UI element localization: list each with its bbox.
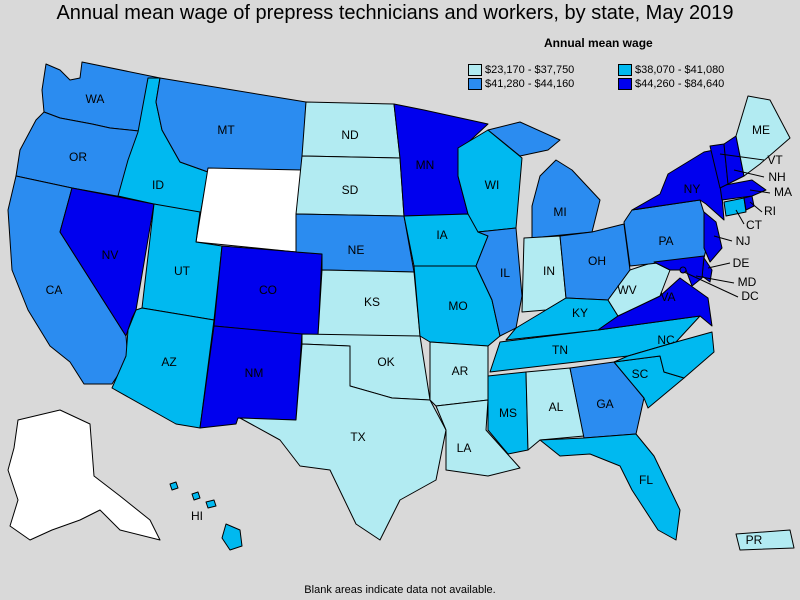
legend-label: $44,260 - $84,640 — [635, 78, 725, 90]
state-label: NV — [102, 248, 119, 262]
state-label: MO — [448, 299, 467, 313]
state-HI-islands[interactable] — [169, 481, 217, 509]
state-label: MA — [774, 185, 792, 199]
legend-swatch — [618, 78, 632, 90]
state-label: MT — [217, 123, 235, 137]
state-label: LA — [457, 441, 472, 455]
state-label: WV — [617, 283, 636, 297]
state-MI-upper[interactable] — [487, 121, 561, 157]
state-label: DE — [733, 256, 750, 270]
map-title: Annual mean wage of prepress technicians… — [56, 2, 734, 24]
legend-item: $41,280 - $44,160 — [468, 78, 574, 90]
state-label: NM — [245, 366, 264, 380]
state-FL[interactable] — [539, 433, 681, 541]
state-PA[interactable] — [623, 199, 711, 267]
state-MA[interactable] — [719, 179, 767, 201]
state-label: OH — [588, 254, 606, 268]
legend-title: Annual mean wage — [544, 36, 653, 50]
state-label: MD — [738, 275, 757, 289]
state-MD[interactable] — [653, 255, 705, 287]
state-NJ[interactable] — [703, 211, 723, 263]
state-label: AL — [549, 400, 564, 414]
state-label: ND — [341, 128, 359, 142]
legend-swatch — [468, 78, 482, 90]
state-label: AZ — [161, 355, 176, 369]
legend-item: $23,170 - $37,750 — [468, 64, 574, 76]
state-label: RI — [764, 204, 776, 218]
state-NC[interactable] — [613, 331, 715, 379]
state-label: CA — [46, 283, 63, 297]
state-RI[interactable] — [743, 195, 755, 211]
state-label: IN — [543, 264, 555, 278]
state-label: CO — [259, 283, 277, 297]
state-label: OK — [377, 355, 394, 369]
state-label: FL — [639, 473, 653, 487]
state-label: MS — [499, 406, 517, 420]
state-label: KS — [364, 295, 380, 309]
state-label: TN — [552, 343, 568, 357]
state-CT[interactable] — [723, 197, 747, 217]
state-label: NE — [348, 243, 365, 257]
state-MS[interactable] — [487, 371, 529, 455]
state-label: NC — [657, 333, 675, 347]
state-AL[interactable] — [525, 367, 585, 451]
legend-item: $44,260 - $84,640 — [618, 78, 724, 90]
state-label: KY — [572, 306, 588, 320]
legend-label: $41,280 - $44,160 — [485, 78, 575, 90]
state-label: VA — [660, 290, 675, 304]
legend-swatch — [618, 64, 632, 76]
state-label: NJ — [736, 234, 751, 248]
callout-lines — [683, 153, 771, 298]
state-label: HI — [191, 509, 203, 523]
state-AZ[interactable] — [111, 307, 215, 429]
state-label: MI — [553, 205, 566, 219]
state-AK[interactable] — [7, 409, 161, 541]
state-label: IL — [500, 266, 510, 280]
state-MI[interactable] — [531, 159, 601, 239]
state-label: ID — [152, 178, 164, 192]
state-label: OR — [69, 150, 87, 164]
state-label: AR — [452, 364, 469, 378]
state-label: NH — [768, 170, 785, 184]
state-label: SD — [342, 183, 359, 197]
state-label: NY — [684, 182, 701, 196]
state-WY[interactable] — [195, 167, 303, 253]
state-PR[interactable] — [735, 529, 795, 551]
state-label: GA — [596, 397, 613, 411]
state-label: ME — [752, 123, 770, 137]
legend-item: $38,070 - $41,080 — [618, 64, 724, 76]
state-DC[interactable] — [679, 266, 687, 274]
state-GA[interactable] — [569, 361, 645, 439]
legend-label: $38,070 - $41,080 — [635, 64, 725, 76]
state-label: WI — [485, 178, 500, 192]
state-label: VT — [767, 153, 783, 167]
state-label: SC — [632, 367, 649, 381]
legend-swatch — [468, 64, 482, 76]
state-label: TX — [350, 430, 365, 444]
state-label: DC — [741, 289, 759, 303]
state-HI[interactable] — [221, 523, 243, 551]
state-label: PA — [658, 234, 673, 248]
state-ME[interactable] — [735, 95, 791, 177]
state-IL[interactable] — [475, 227, 523, 337]
state-label: IA — [436, 228, 447, 242]
state-label: WA — [86, 92, 105, 106]
legend-label: $23,170 - $37,750 — [485, 64, 575, 76]
footnote: Blank areas indicate data not available. — [304, 584, 496, 596]
state-label: CT — [746, 218, 763, 232]
state-label: PR — [746, 533, 763, 547]
state-label: MN — [416, 158, 435, 172]
state-TX[interactable] — [239, 343, 447, 541]
state-label: UT — [174, 264, 191, 278]
